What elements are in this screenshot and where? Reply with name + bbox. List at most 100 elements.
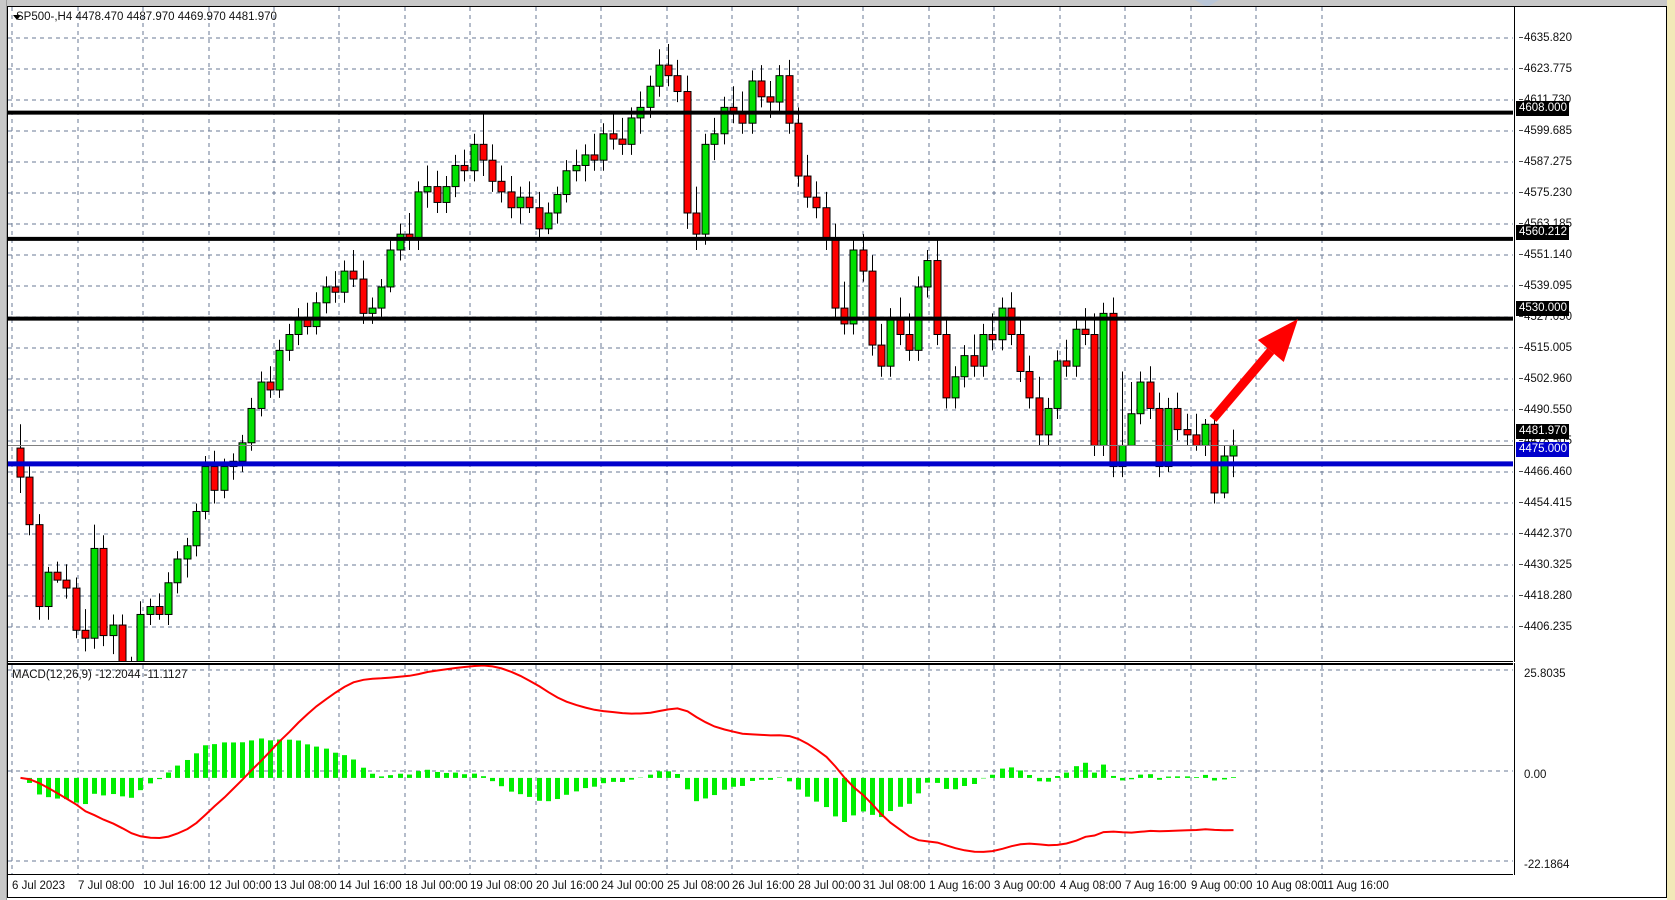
tick-mark xyxy=(1519,223,1523,224)
candle-bullish xyxy=(886,318,895,367)
candle-bearish xyxy=(785,75,794,124)
candle-bearish xyxy=(859,249,868,272)
candle-bullish xyxy=(423,186,432,193)
candle-bullish xyxy=(238,442,247,462)
price-chart-canvas xyxy=(8,7,1513,661)
candle-bullish xyxy=(312,302,321,328)
tick-mark xyxy=(1519,99,1523,100)
tick-mark xyxy=(1519,285,1523,286)
tick-mark xyxy=(1519,161,1523,162)
candle-bearish xyxy=(618,138,627,145)
time-tick-label: 10 Aug 08:00 xyxy=(1256,880,1324,892)
time-tick-label: 7 Jul 08:00 xyxy=(78,880,135,892)
candle-bullish xyxy=(627,117,636,145)
candle-bearish xyxy=(757,80,766,98)
candle-bullish xyxy=(294,318,303,336)
candle-bullish xyxy=(562,170,571,196)
candle-bearish xyxy=(155,606,164,615)
price-tick-label: 4466.460 xyxy=(1519,466,1572,478)
candle-bullish xyxy=(470,143,479,172)
price-level-badge[interactable]: 4608.000 xyxy=(1516,101,1569,116)
candle-bearish xyxy=(1146,381,1155,409)
candle-bullish xyxy=(1229,444,1238,457)
candle-bearish xyxy=(25,476,34,526)
tick-mark xyxy=(1519,595,1523,596)
candle-bearish xyxy=(349,270,358,280)
tick-mark xyxy=(1519,378,1523,379)
time-axis[interactable]: 6 Jul 2023 7 Jul 08:00 10 Jul 16:00 12 Jul … xyxy=(8,876,1666,897)
candle-bearish xyxy=(1173,407,1182,431)
candle-bearish xyxy=(479,143,488,161)
price-tick-label: 4490.550 xyxy=(1519,404,1572,416)
price-level-badge[interactable]: 4560.212 xyxy=(1516,225,1569,240)
candle-bearish xyxy=(1025,370,1034,399)
candle-bearish xyxy=(683,91,692,214)
candle-bearish xyxy=(766,96,775,103)
tick-mark xyxy=(1519,440,1523,441)
candle-bearish xyxy=(868,270,877,346)
candle-bullish xyxy=(1136,381,1145,415)
scroll-handle-icon[interactable] xyxy=(1195,0,1219,7)
candle-bearish xyxy=(812,196,821,209)
macd-header: MACD(12,26,9) -12.2044 -11.1127 xyxy=(12,669,188,681)
right-scrollbar[interactable] xyxy=(1667,0,1675,900)
candle-bearish xyxy=(942,334,951,399)
candle-bullish xyxy=(44,571,53,608)
price-tick-label: 4442.370 xyxy=(1519,528,1572,540)
candle-bullish xyxy=(220,466,229,491)
candle-bearish xyxy=(1192,434,1201,446)
tick-mark xyxy=(1519,192,1523,193)
candle-bullish xyxy=(1044,407,1053,436)
triangle-down-icon[interactable] xyxy=(11,10,23,22)
candle-bearish xyxy=(331,286,340,293)
left-scrollbar[interactable] xyxy=(0,0,7,900)
candle-bullish xyxy=(572,164,581,172)
price-tick-label: 4430.325 xyxy=(1519,559,1572,571)
candle-bullish xyxy=(1220,455,1229,494)
macd-indicator-panel[interactable]: MACD(12,26,9) -12.2044 -11.1127 xyxy=(8,663,1513,875)
candle-bullish xyxy=(923,260,932,288)
candle-bearish xyxy=(673,75,682,93)
tick-mark xyxy=(1519,564,1523,565)
bullish-arrow-annotation[interactable] xyxy=(1209,319,1298,422)
candle-bullish xyxy=(1072,328,1081,367)
candle-bullish xyxy=(247,407,256,444)
time-tick-label: 24 Jul 00:00 xyxy=(601,880,664,892)
time-tick-label: 28 Jul 00:00 xyxy=(798,880,861,892)
top-scrollbar[interactable] xyxy=(0,0,1675,6)
price-level-badge[interactable]: 4475.000 xyxy=(1516,442,1569,457)
price-chart-panel[interactable]: SP500-,H4 4478.470 4487.970 4469.970 448… xyxy=(8,7,1513,662)
tick-mark xyxy=(1519,316,1523,317)
price-level-badge[interactable]: 4481.970 xyxy=(1516,424,1569,439)
candle-bullish xyxy=(192,510,201,547)
candle-bullish xyxy=(553,194,562,214)
macd-axis[interactable]: 25.8035 0.00 -22.1864 xyxy=(1514,663,1666,875)
candle-bullish xyxy=(1053,360,1062,409)
candle-bullish xyxy=(109,624,118,637)
time-tick-label: 12 Jul 00:00 xyxy=(209,880,272,892)
candle-bullish xyxy=(136,613,145,661)
candle-bearish xyxy=(803,175,812,198)
price-tick-label: 4502.960 xyxy=(1519,373,1572,385)
candle-bullish xyxy=(775,75,784,103)
candle-bullish xyxy=(90,547,99,639)
time-tick-label: 7 Aug 16:00 xyxy=(1125,880,1187,892)
time-tick-label: 25 Jul 08:00 xyxy=(667,880,730,892)
candle-bearish xyxy=(590,154,599,161)
price-level-badge[interactable]: 4530.000 xyxy=(1516,301,1569,316)
candle-bearish xyxy=(1210,423,1219,494)
candle-bearish xyxy=(507,191,516,209)
time-tick-label: 19 Jul 08:00 xyxy=(470,880,533,892)
candle-bearish xyxy=(877,344,886,367)
candle-bullish xyxy=(720,106,729,135)
time-tick-label: 31 Jul 08:00 xyxy=(863,880,926,892)
candle-bearish xyxy=(1035,397,1044,436)
candle-bearish xyxy=(460,164,469,172)
price-tick-label: 4599.685 xyxy=(1519,125,1572,137)
candle-bearish xyxy=(62,579,71,589)
candle-bullish xyxy=(710,133,719,145)
candle-bullish xyxy=(1164,407,1173,468)
macd-tick-label: -22.1864 xyxy=(1524,859,1570,871)
candle-bearish xyxy=(433,186,442,203)
price-axis[interactable]: 4635.820 4623.775 4611.730 4599.685 4587.275… xyxy=(1514,7,1666,662)
